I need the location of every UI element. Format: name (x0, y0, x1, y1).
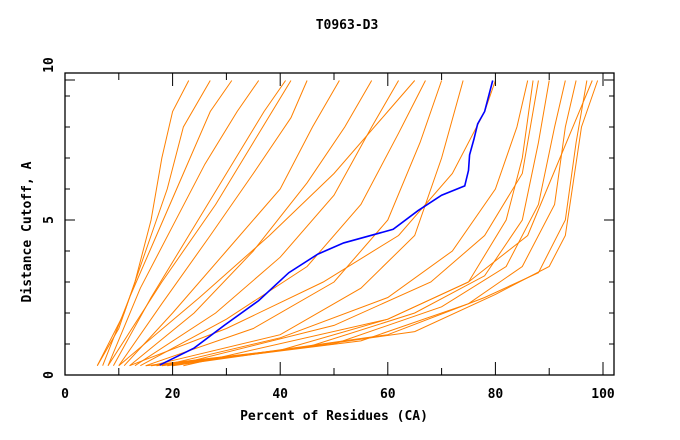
model-line-6 (118, 80, 308, 366)
model-line-19 (161, 80, 529, 367)
model-line-21 (172, 80, 539, 367)
model-line-18 (172, 80, 599, 367)
plot-frame (64, 72, 615, 376)
model-line-12 (150, 80, 464, 367)
model-line-2 (96, 80, 211, 366)
x-tick-label: 20 (165, 387, 181, 402)
model-line-8 (129, 80, 373, 367)
model-line-10 (140, 80, 426, 367)
model-line-14 (151, 80, 550, 367)
y-tick-label: 0 (42, 371, 57, 379)
model-line-23 (107, 80, 292, 366)
x-axis-label: Percent of Residues (CA) (240, 409, 428, 424)
y-axis-label: Distance Cutoff, A (20, 161, 35, 302)
ticks-layer: 0 20 40 60 80 100 0 5 10 (42, 57, 615, 402)
x-tick-label: 0 (61, 387, 69, 402)
model-line-20 (129, 80, 496, 367)
series-layer (96, 80, 599, 367)
model-line-9 (134, 80, 399, 367)
chart-title: T0963-D3 (316, 18, 379, 33)
y-tick-label: 10 (42, 57, 57, 73)
model-line-1 (96, 80, 190, 366)
x-tick-label: 80 (488, 387, 504, 402)
highlight-line (159, 80, 494, 366)
y-tick-label: 5 (42, 216, 57, 224)
model-line-17 (167, 80, 588, 367)
model-line-16 (161, 80, 577, 367)
x-tick-label: 40 (272, 387, 288, 402)
x-tick-label: 60 (380, 387, 396, 402)
model-line-5 (112, 80, 286, 366)
model-line-3 (102, 80, 233, 366)
model-line-22 (118, 80, 416, 367)
model-line-24 (183, 80, 593, 367)
model-line-11 (145, 80, 443, 367)
model-line-7 (123, 80, 340, 367)
model-line-4 (107, 80, 260, 366)
x-tick-label: 100 (591, 387, 615, 402)
